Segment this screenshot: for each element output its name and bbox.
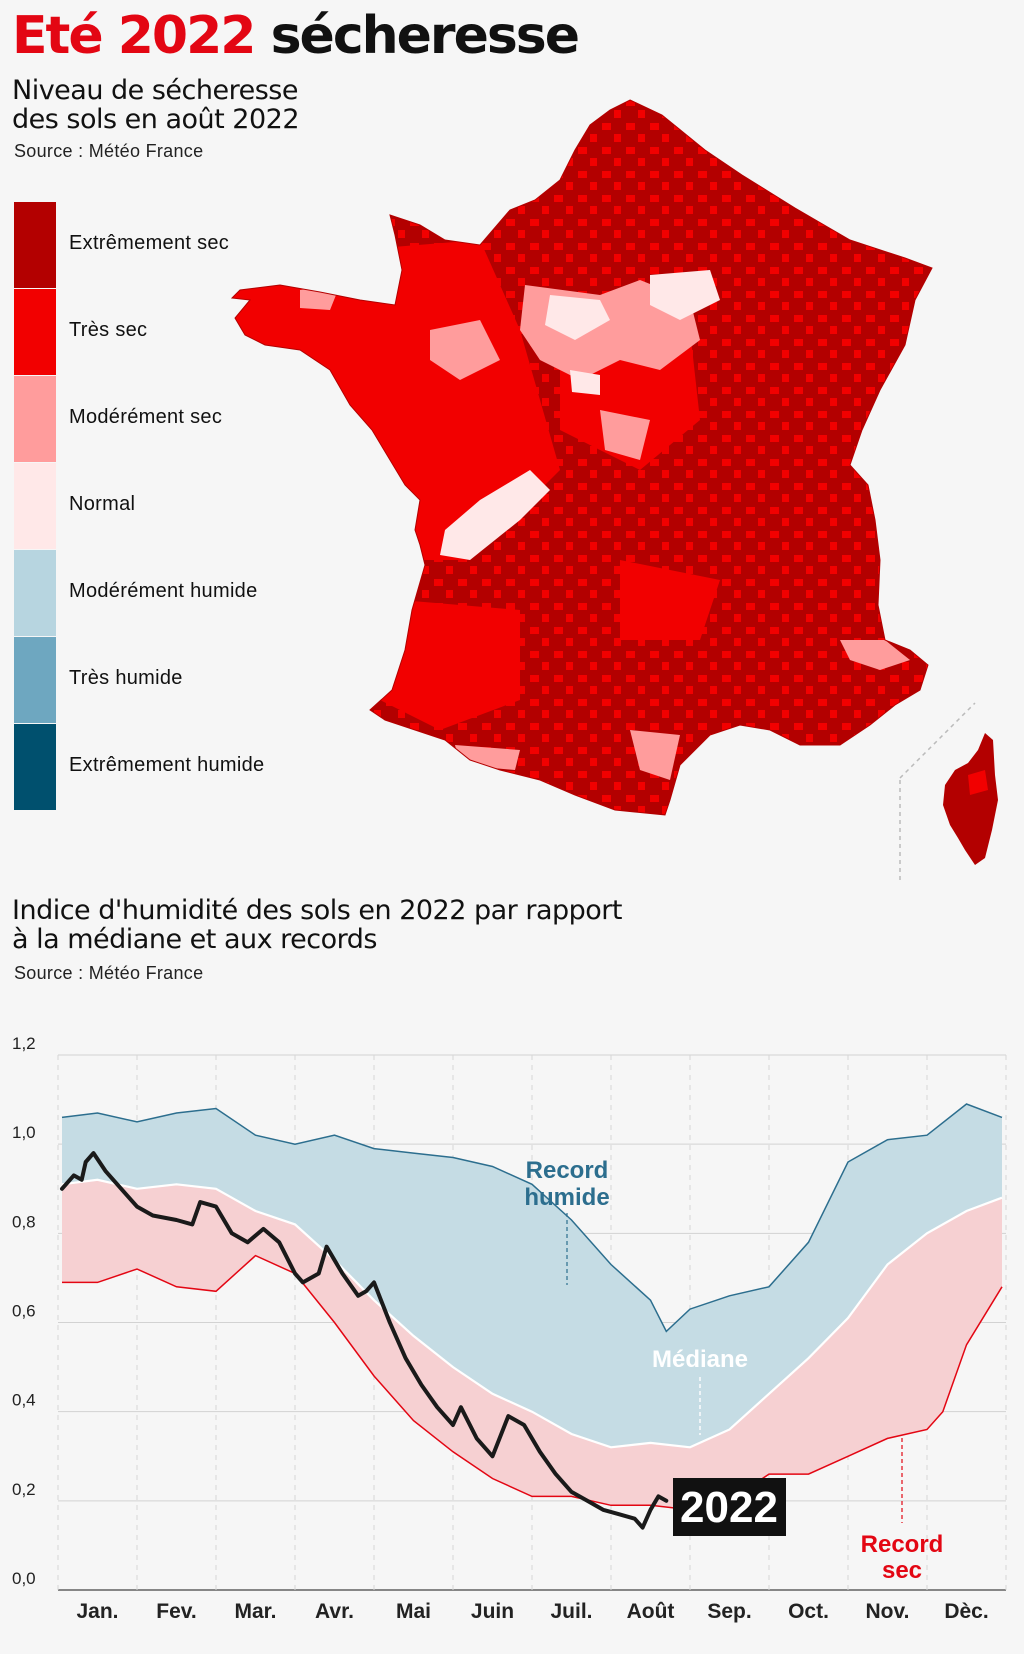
dry-band-area [62,1179,1002,1510]
x-tick-label: Juin [471,1600,514,1623]
y-tick-label: 0,4 [12,1391,36,1410]
legend-label: Très sec [69,319,148,341]
map-subtitle: Niveau de sécheresse des sols en août 20… [12,75,300,135]
x-tick-label: Avr. [315,1600,354,1623]
legend-item: Très humide [14,637,314,724]
x-tick-label: Jan. [76,1600,118,1623]
legend-item: Très sec [14,289,314,376]
legend-label: Très humide [69,667,183,689]
series-line-record-humide [61,1103,1003,1333]
x-tick-label: Sep. [707,1600,751,1623]
legend-swatch [14,376,56,462]
legend-swatch [14,463,56,549]
legend-swatch [14,724,56,810]
title-year: Eté 2022 [12,6,256,66]
y-tick-label: 0,0 [12,1569,36,1588]
legend-swatch [14,289,56,375]
year-label-box [673,1478,786,1536]
y-tick-label: 1,0 [12,1123,36,1142]
legend-label: Modérément sec [69,406,223,428]
legend-item: Extrêmement humide [14,724,314,811]
legend-label: Normal [69,493,136,515]
year-label: 2022 [680,1483,778,1532]
map-source: Source : Météo France [14,141,204,161]
map-land [232,100,932,815]
map-subtitle-line1: Niveau de sécheresse [12,75,298,106]
y-tick-label: 0,8 [12,1212,36,1231]
x-tick-label: Nov. [866,1600,910,1623]
series-line-2022 [60,1151,669,1530]
title-topic: sécheresse [270,6,580,66]
legend-swatch [14,202,56,288]
x-tick-label: Oct. [788,1600,829,1623]
x-tick-label: Dèc. [944,1600,988,1623]
mediane-label: Médiane [652,1346,748,1373]
series-line-mediane [61,1178,1003,1449]
chart-subtitle-line1: Indice d'humidité des sols en 2022 par r… [12,895,623,926]
legend-item: Modérément sec [14,376,314,463]
record-humide-label: Record [526,1157,609,1184]
page-title: Eté 2022 sécheresse [12,4,580,68]
series-line-record-sec [62,1254,1003,1511]
chart-lines [60,1103,1003,1530]
y-tick-label: 1,2 [12,1034,36,1053]
x-tick-label: Mar. [234,1600,276,1623]
france-drought-map [230,99,998,880]
record-sec-label-2: sec [882,1557,922,1584]
legend-swatch [14,637,56,723]
legend-item: Extrêmement sec [14,202,314,289]
x-tick-label: Août [627,1600,675,1623]
legend-label: Extrêmement humide [69,754,265,776]
x-tick-label: Juil. [550,1600,592,1623]
legend-label: Extrêmement sec [69,232,230,254]
map-legend: Extrêmement sec Très sec Modérément sec … [14,202,314,811]
x-axis: Jan. Fev. Mar. Avr. Mai Juin Juil. Août Sep. Oct.… [76,1600,988,1623]
chart-subtitle-line2: à la médiane et aux records [12,924,377,955]
legend-label: Modérément humide [69,580,258,602]
legend-item: Modérément humide [14,550,314,637]
record-sec-label: Record [861,1531,944,1558]
y-axis: 0,0 0,2 0,4 0,6 0,8 1,0 1,2 [12,1034,36,1588]
legend-swatch [14,550,56,636]
chart-areas [62,1104,1002,1510]
chart-source: Source : Météo France [14,963,204,983]
y-tick-label: 0,6 [12,1302,36,1321]
soil-moisture-chart: 0,0 0,2 0,4 0,6 0,8 1,0 1,2 Jan. Fev. Mar. Avr. Ma… [12,1034,1007,1623]
chart-subtitle: Indice d'humidité des sols en 2022 par r… [12,895,623,955]
record-humide-label-2: humide [524,1184,609,1211]
x-tick-label: Mai [396,1600,431,1623]
x-tick-label: Fev. [156,1600,196,1623]
legend-item: Normal [14,463,314,550]
corsica [943,733,998,865]
y-tick-label: 0,2 [12,1480,36,1499]
chart-annotations: Record humide Médiane 2022 Record sec [524,1157,943,1584]
wet-band-area [62,1104,1002,1448]
map-subtitle-line2: des sols en août 2022 [12,104,300,135]
